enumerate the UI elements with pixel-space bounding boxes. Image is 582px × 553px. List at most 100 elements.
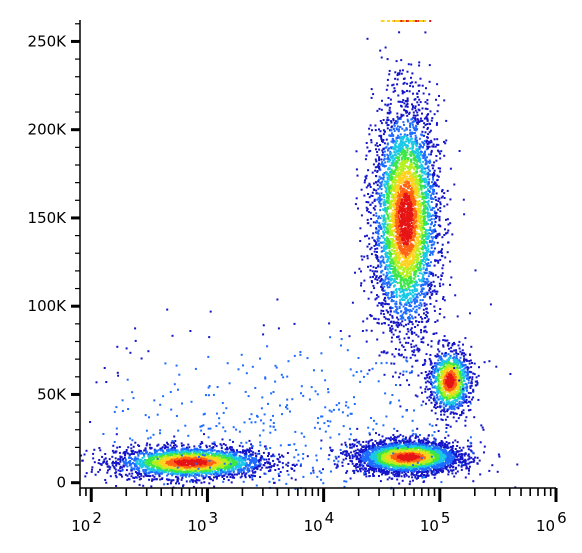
data-point: [395, 257, 398, 260]
data-point: [234, 468, 237, 471]
data-point: [133, 452, 136, 455]
data-point: [228, 460, 231, 463]
data-point: [423, 247, 426, 250]
data-point: [208, 482, 211, 485]
data-point: [417, 190, 420, 193]
data-point: [227, 470, 230, 473]
data-point: [409, 292, 412, 295]
data-point: [192, 450, 195, 453]
data-point: [151, 456, 154, 459]
data-point: [187, 457, 190, 460]
data-point: [161, 477, 164, 480]
data-point: [252, 451, 255, 454]
data-point: [240, 475, 243, 478]
data-point: [409, 285, 412, 288]
data-point: [215, 477, 218, 480]
data-point: [270, 455, 273, 458]
data-point: [393, 228, 396, 231]
data-point: [413, 268, 416, 271]
data-point: [150, 452, 153, 455]
data-point: [414, 264, 417, 267]
data-point: [148, 443, 151, 446]
data-point: [128, 462, 131, 465]
data-point: [409, 317, 412, 320]
data-point: [424, 259, 427, 262]
data-point: [245, 472, 248, 475]
data-point: [248, 447, 251, 450]
data-point: [246, 469, 249, 472]
data-point: [205, 457, 207, 460]
data-point: [160, 472, 163, 475]
data-point: [387, 154, 390, 157]
data-point: [164, 444, 167, 447]
data-point: [443, 234, 446, 236]
data-point: [423, 296, 426, 298]
data-point: [412, 223, 415, 226]
data-point: [207, 459, 210, 462]
data-point: [398, 188, 401, 191]
data-point: [186, 460, 189, 463]
data-point: [443, 197, 446, 199]
data-point: [166, 449, 168, 452]
data-point: [252, 467, 255, 470]
data-point: [384, 230, 387, 233]
data-point: [384, 268, 387, 270]
data-point: [410, 327, 413, 330]
data-point: [257, 459, 260, 462]
data-point: [398, 251, 401, 254]
data-point: [444, 142, 447, 145]
data-point: [254, 467, 257, 469]
data-point: [205, 470, 207, 473]
data-point: [282, 455, 285, 458]
data-point: [407, 187, 410, 190]
data-point: [391, 240, 394, 243]
data-point: [383, 150, 386, 153]
data-point: [278, 475, 281, 477]
data-point: [366, 209, 368, 212]
data-point: [380, 250, 383, 253]
data-point: [181, 475, 184, 477]
data-point: [131, 451, 134, 454]
data-point: [420, 341, 423, 343]
data-point: [146, 442, 149, 445]
data-point: [148, 453, 151, 456]
data-point: [370, 141, 373, 144]
data-point: [394, 77, 397, 80]
data-point: [242, 470, 245, 473]
data-point: [418, 247, 421, 250]
data-point: [130, 447, 133, 450]
data-point: [152, 469, 154, 472]
data-point: [419, 159, 422, 162]
data-point: [434, 354, 437, 357]
data-point: [137, 454, 140, 457]
data-point: [189, 466, 192, 469]
data-point: [386, 293, 389, 296]
data-point: [119, 467, 122, 470]
data-point: [420, 119, 423, 122]
data-point: [425, 249, 428, 252]
data-point: [231, 454, 234, 457]
data-point: [172, 466, 175, 469]
data-point: [417, 166, 420, 169]
data-point: [391, 234, 394, 237]
data-point: [239, 455, 242, 458]
data-point: [428, 235, 431, 238]
data-point: [400, 147, 403, 150]
data-point: [217, 474, 220, 477]
data-point: [391, 181, 394, 184]
data-point: [243, 449, 246, 452]
data-point: [99, 468, 101, 471]
data-point: [188, 468, 191, 471]
data-point: [405, 228, 408, 231]
data-point: [179, 472, 182, 475]
data-point: [413, 345, 416, 348]
data-point: [140, 459, 143, 461]
data-point: [106, 471, 109, 474]
data-point: [379, 202, 382, 205]
data-point: [170, 448, 172, 451]
data-point: [166, 458, 169, 461]
data-point: [285, 463, 288, 466]
data-point: [400, 113, 403, 116]
data-point: [129, 456, 132, 459]
data-point: [181, 471, 184, 474]
